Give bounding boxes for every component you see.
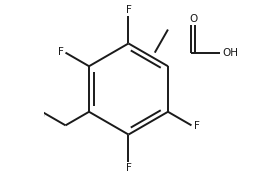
Text: F: F (58, 47, 63, 57)
Text: F: F (126, 163, 131, 174)
Text: OH: OH (222, 48, 238, 58)
Text: F: F (194, 121, 199, 131)
Text: O: O (189, 14, 197, 24)
Text: F: F (126, 4, 131, 15)
